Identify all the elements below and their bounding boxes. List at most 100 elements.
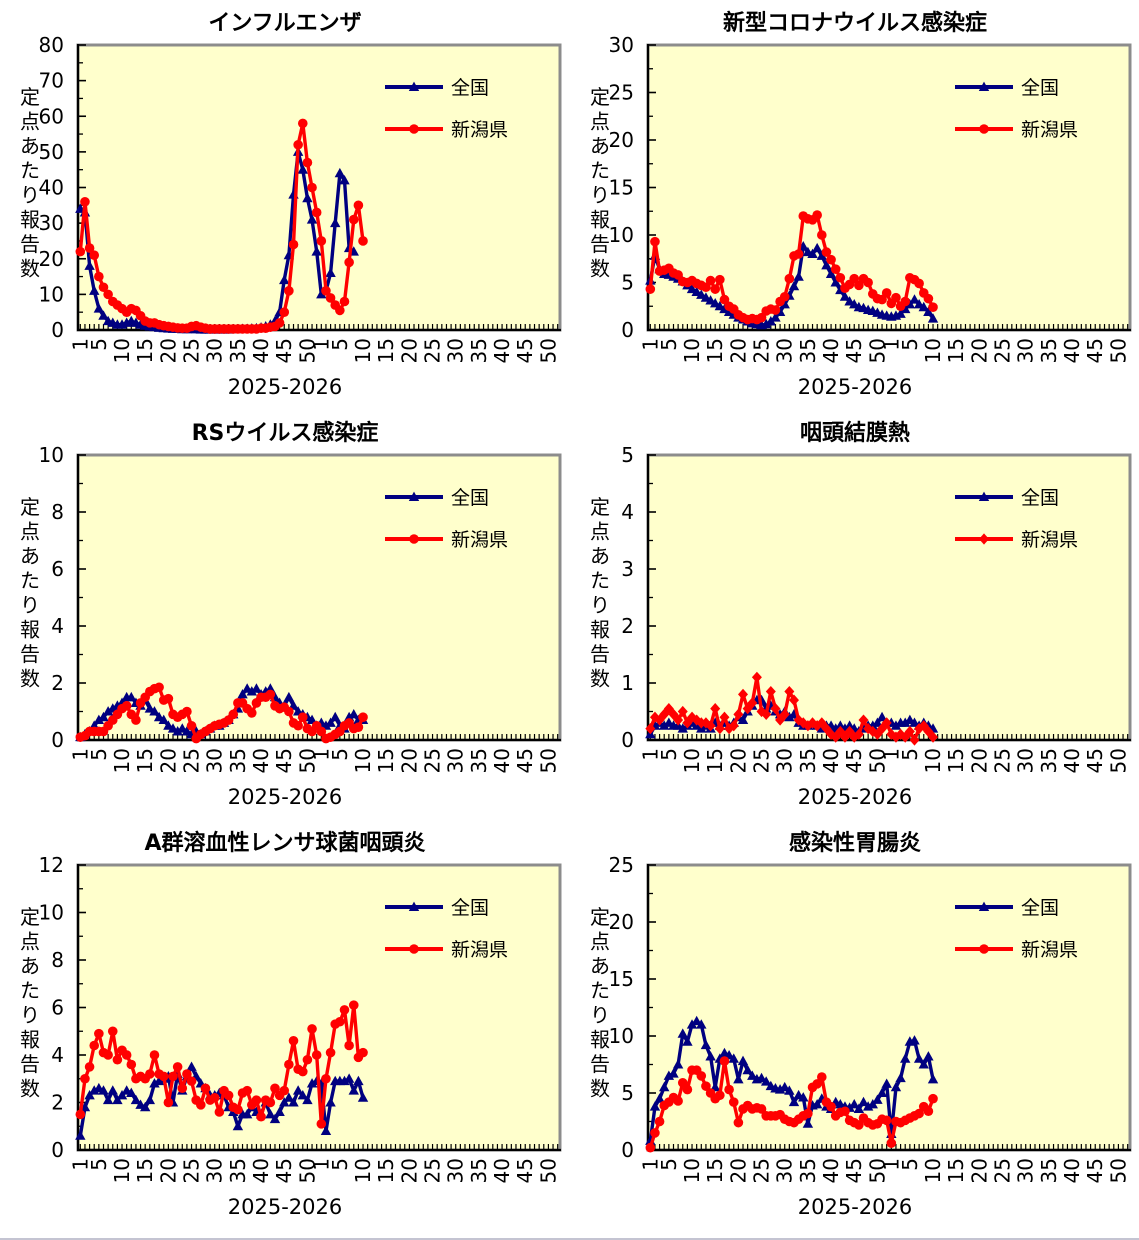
- svg-text:25: 25: [180, 748, 204, 773]
- svg-text:6: 6: [51, 557, 64, 581]
- svg-text:5: 5: [657, 748, 681, 761]
- svg-text:告: 告: [20, 1052, 40, 1076]
- svg-text:定: 定: [20, 905, 40, 929]
- svg-text:5: 5: [657, 1158, 681, 1171]
- svg-text:あ: あ: [590, 134, 610, 158]
- svg-text:新潟県: 新潟県: [451, 119, 508, 141]
- svg-text:0: 0: [51, 1138, 64, 1162]
- svg-text:50: 50: [295, 1158, 319, 1183]
- svg-text:30: 30: [444, 748, 468, 773]
- svg-text:45: 45: [513, 748, 537, 773]
- svg-text:1: 1: [68, 1158, 92, 1171]
- svg-text:30: 30: [203, 748, 227, 773]
- svg-text:10: 10: [39, 901, 64, 925]
- svg-text:25: 25: [991, 338, 1015, 363]
- svg-text:20: 20: [967, 1158, 991, 1183]
- chart-covid19: 新型コロナウイルス感染症 0 5 10 15 20 25 30 1 5 10 15 20 25 30 35 40…: [570, 0, 1139, 410]
- svg-text:30: 30: [39, 211, 64, 235]
- svg-text:35: 35: [796, 748, 820, 773]
- svg-text:告: 告: [20, 642, 40, 666]
- svg-text:10: 10: [39, 443, 64, 467]
- svg-text:25: 25: [421, 1158, 445, 1183]
- svg-text:2: 2: [51, 1091, 64, 1115]
- svg-text:報: 報: [590, 1028, 610, 1052]
- svg-text:5: 5: [621, 271, 634, 295]
- svg-text:1: 1: [68, 338, 92, 351]
- svg-text:50: 50: [1106, 338, 1130, 363]
- svg-text:1: 1: [879, 338, 903, 351]
- svg-text:25: 25: [180, 1158, 204, 1183]
- svg-text:0: 0: [51, 318, 64, 342]
- svg-text:点: 点: [20, 930, 40, 954]
- svg-text:25: 25: [750, 1158, 774, 1183]
- svg-text:5: 5: [328, 748, 352, 761]
- svg-text:10: 10: [680, 748, 704, 773]
- svg-text:35: 35: [467, 748, 491, 773]
- svg-text:10: 10: [110, 1158, 134, 1183]
- svg-text:0: 0: [621, 1138, 634, 1162]
- svg-text:定: 定: [590, 495, 610, 519]
- svg-text:20: 20: [156, 748, 180, 773]
- svg-text:り: り: [590, 593, 610, 617]
- svg-text:り: り: [20, 593, 40, 617]
- svg-text:15: 15: [609, 967, 634, 991]
- svg-text:5: 5: [328, 1158, 352, 1171]
- svg-text:20: 20: [967, 748, 991, 773]
- svg-text:10: 10: [680, 338, 704, 363]
- svg-text:10: 10: [351, 748, 375, 773]
- svg-text:50: 50: [39, 140, 64, 164]
- svg-text:35: 35: [226, 1158, 250, 1183]
- svg-text:2: 2: [621, 614, 634, 638]
- svg-text:40: 40: [490, 748, 514, 773]
- svg-text:3: 3: [621, 557, 634, 581]
- svg-text:50: 50: [1106, 1158, 1130, 1183]
- svg-text:30: 30: [773, 338, 797, 363]
- svg-text:5: 5: [87, 748, 111, 761]
- svg-text:全国: 全国: [1021, 77, 1059, 99]
- svg-text:4: 4: [621, 500, 634, 524]
- svg-text:全国: 全国: [1021, 487, 1059, 509]
- svg-text:10: 10: [921, 748, 945, 773]
- svg-text:15: 15: [944, 338, 968, 363]
- svg-text:新潟県: 新潟県: [1021, 939, 1078, 961]
- svg-text:35: 35: [796, 338, 820, 363]
- svg-text:5: 5: [328, 338, 352, 351]
- svg-text:45: 45: [272, 1158, 296, 1183]
- svg-text:た: た: [590, 569, 610, 593]
- svg-text:数: 数: [590, 1077, 610, 1101]
- svg-text:40: 40: [490, 338, 514, 363]
- svg-text:た: た: [20, 569, 40, 593]
- svg-text:2025-2026: 2025-2026: [228, 785, 342, 809]
- svg-text:り: り: [590, 1003, 610, 1027]
- svg-text:5: 5: [87, 1158, 111, 1171]
- svg-text:40: 40: [1060, 338, 1084, 363]
- svg-text:た: た: [590, 159, 610, 183]
- svg-text:あ: あ: [20, 954, 40, 978]
- svg-text:全国: 全国: [451, 487, 489, 509]
- svg-text:20: 20: [156, 1158, 180, 1183]
- svg-text:10: 10: [921, 338, 945, 363]
- svg-text:報: 報: [20, 618, 40, 642]
- svg-text:5: 5: [657, 338, 681, 351]
- svg-text:新型コロナウイルス感染症: 新型コロナウイルス感染症: [723, 10, 987, 36]
- svg-text:報: 報: [590, 208, 610, 232]
- svg-text:20: 20: [967, 338, 991, 363]
- svg-text:た: た: [20, 159, 40, 183]
- svg-text:20: 20: [397, 338, 421, 363]
- svg-text:20: 20: [609, 128, 634, 152]
- svg-text:A群溶血性レンサ球菌咽頭炎: A群溶血性レンサ球菌咽頭炎: [144, 830, 425, 856]
- svg-text:定: 定: [590, 85, 610, 109]
- chart-influenza: インフルエンザ 0 10 20 30 40 50 60 70 80 1 5 10 15 20 25 30 35 40…: [0, 0, 570, 410]
- svg-text:0: 0: [51, 728, 64, 752]
- svg-text:40: 40: [249, 338, 273, 363]
- svg-text:感染性胃腸炎: 感染性胃腸炎: [789, 830, 921, 856]
- svg-text:インフルエンザ: インフルエンザ: [208, 11, 361, 36]
- svg-text:25: 25: [180, 338, 204, 363]
- svg-text:2025-2026: 2025-2026: [798, 375, 912, 399]
- svg-text:全国: 全国: [451, 77, 489, 99]
- svg-text:50: 50: [295, 748, 319, 773]
- svg-text:15: 15: [374, 748, 398, 773]
